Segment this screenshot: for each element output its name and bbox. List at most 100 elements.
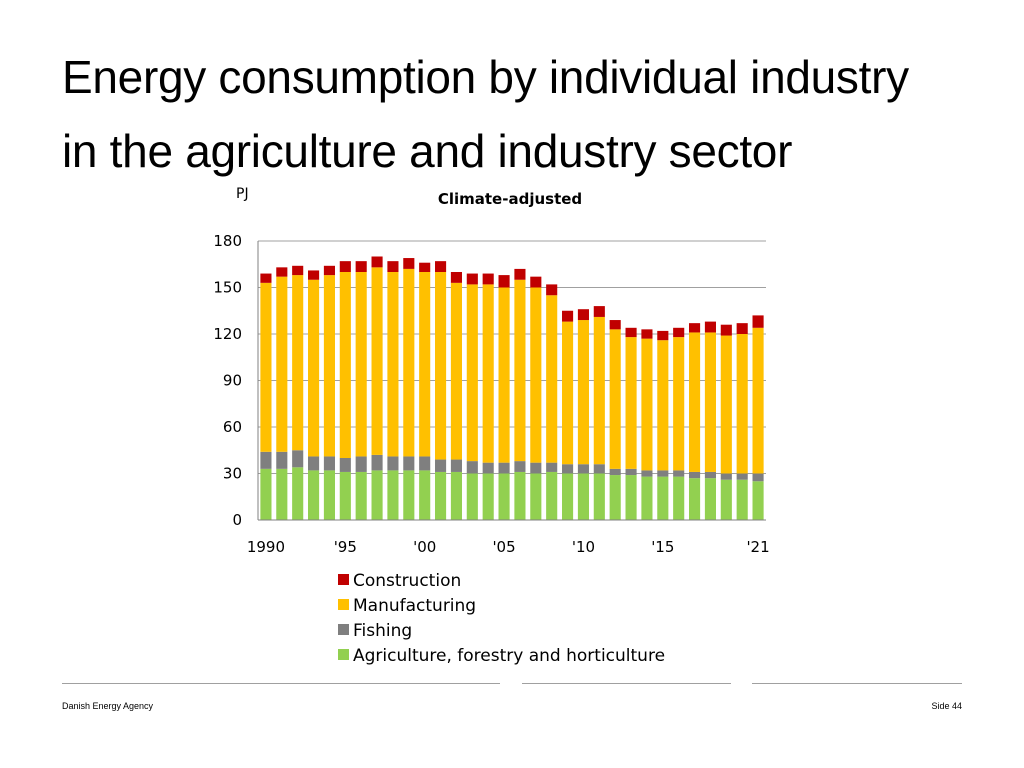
bar-segment-manufacturing [593,316,605,465]
slide-title: Energy consumption by individual industr… [62,40,1012,188]
y-tick-label: 90 [223,372,242,390]
bar-segment-fishing [752,473,764,482]
bar-segment-fishing [355,456,367,472]
bar-segment-construction [403,258,415,269]
y-tick-label: 30 [223,465,242,483]
y-unit-label: PJ [236,186,249,202]
bar-segment-manufacturing [450,282,462,460]
bar-segment-construction [673,327,685,338]
bar-segment-agriculture [308,470,320,520]
bar-segment-construction [609,320,621,330]
bar-segment-fishing [657,470,669,477]
bar-segment-manufacturing [498,287,510,463]
bar-segment-fishing [530,462,542,474]
bar-segment-agriculture [339,471,351,520]
legend-label-fishing: Fishing [353,621,412,641]
bar-segment-construction [308,270,320,280]
bar-segment-construction [530,276,542,288]
bar-segment-agriculture [514,471,526,520]
bar-segment-fishing [308,456,320,471]
bar-segment-fishing [577,464,589,474]
bar-segment-manufacturing [546,295,558,463]
bar-segment-fishing [419,456,431,471]
footer-page-number: Side 44 [931,701,962,711]
bar-segment-agriculture [419,470,431,520]
bar-segment-agriculture [609,475,621,520]
y-tick-label: 180 [213,232,242,250]
bar-segment-manufacturing [371,267,383,455]
bar-segment-manufacturing [339,272,351,458]
bar-segment-construction [577,309,589,321]
bar-segment-fishing [704,471,716,479]
bar-segment-manufacturing [625,337,637,469]
bar-segment-construction [752,315,764,328]
bar-segment-agriculture [323,470,335,520]
bar-segment-construction [641,329,653,339]
bar-segment-fishing [435,459,447,472]
legend-swatch-construction [338,574,349,585]
legend-swatch-fishing [338,624,349,635]
bar-segment-agriculture [292,467,304,520]
bar-segment-fishing [323,456,335,471]
bar-segment-manufacturing [466,284,478,462]
bar-segment-construction [339,261,351,272]
bar-segment-construction [657,330,669,341]
axis-layer: 0 30 60 90 120 150 180 1990 '95 '00 '05 '10 '15 '21 [213,232,769,556]
bar-segment-manufacturing [752,327,764,474]
bar-segment-agriculture [387,470,399,520]
bar-segment-fishing [387,456,399,471]
x-tick-label: '21 [746,538,769,556]
bar-segment-fishing [546,462,558,472]
bar-segment-agriculture [276,468,288,520]
x-tick-label: '95 [334,538,357,556]
bar-segment-agriculture [466,473,478,520]
bar-segment-fishing [450,459,462,472]
bar-segment-agriculture [546,471,558,520]
stacked-bar-chart: 0 30 60 90 120 150 180 1990 '95 '00 '05 '10 '15 '21 P… [213,186,769,666]
legend-label-manufacturing: Manufacturing [353,596,476,616]
bar-segment-fishing [466,461,478,474]
bar-segment-fishing [260,451,272,469]
x-tick-label: '15 [651,538,674,556]
bar-segment-manufacturing [419,272,431,457]
bar-segment-agriculture [577,473,589,520]
bar-segment-construction [466,273,478,285]
bar-segment-construction [514,268,526,280]
legend: Construction Manufacturing Fishing Agricult… [338,571,665,666]
legend-label-agriculture: Agriculture, forestry and horticulture [353,646,665,666]
y-tick-label: 120 [213,325,242,343]
bar-segment-manufacturing [435,272,447,460]
bar-segment-agriculture [562,473,574,520]
bar-segment-construction [546,284,558,296]
bar-segment-manufacturing [577,320,589,465]
bar-segment-agriculture [482,473,494,520]
bar-segment-manufacturing [276,276,288,452]
bar-segment-manufacturing [720,335,732,474]
bar-segment-fishing [514,461,526,472]
bar-segment-agriculture [355,471,367,520]
bar-segment-construction [562,310,574,322]
legend-label-construction: Construction [353,571,461,591]
bar-layer [260,256,764,520]
bar-segment-agriculture [657,476,669,520]
bar-segment-agriculture [673,476,685,520]
bar-segment-agriculture [530,473,542,520]
bar-segment-construction [435,261,447,272]
bar-segment-fishing [736,473,748,480]
bar-segment-manufacturing [514,279,526,462]
bar-segment-agriculture [498,473,510,520]
bar-segment-construction [260,273,272,283]
bar-segment-manufacturing [736,334,748,474]
bar-segment-construction [593,306,605,317]
slide-title-line-2: in the agriculture and industry sector [62,125,793,177]
bar-segment-fishing [625,468,637,476]
bar-segment-construction [371,256,383,268]
bar-segment-manufacturing [292,275,304,451]
bar-segment-manufacturing [387,272,399,457]
bar-segment-agriculture [371,470,383,520]
bar-segment-agriculture [736,479,748,520]
bar-segment-fishing [276,451,288,469]
bar-segment-manufacturing [641,338,653,471]
bar-segment-manufacturing [482,284,494,463]
bar-segment-construction [625,327,637,338]
